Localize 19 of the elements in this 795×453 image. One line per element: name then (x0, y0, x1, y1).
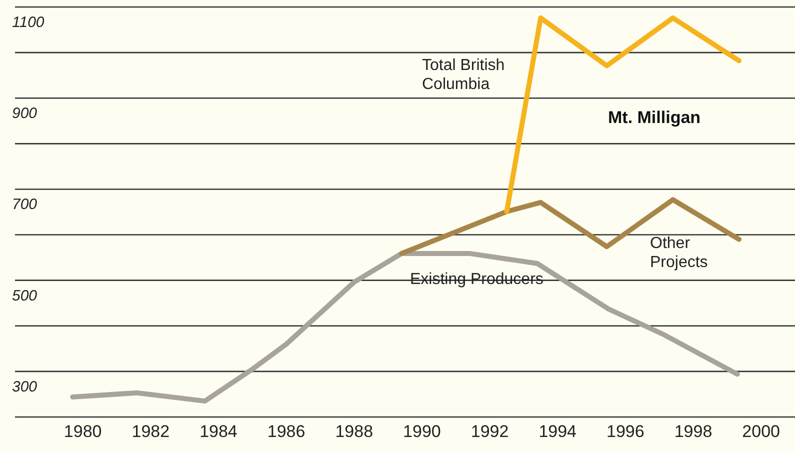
y-tick-label: 500 (12, 287, 38, 304)
x-tick-label: 1990 (403, 422, 441, 442)
y-tick-label: 1100 (12, 14, 45, 31)
x-tick-label: 1996 (606, 422, 644, 442)
x-tick-label: 1980 (64, 422, 102, 442)
x-tick-label: 1992 (470, 422, 509, 442)
x-tick-label: 1998 (674, 422, 712, 442)
annotation: Mt. Milligan (608, 108, 701, 127)
x-tick-label: 2000 (742, 422, 780, 442)
series-label: Total British Columbia (422, 57, 505, 93)
x-tick-label: 1994 (538, 422, 577, 442)
y-tick-label: 300 (12, 378, 38, 396)
x-tick-label: 1984 (200, 422, 238, 442)
x-tick-label: 1982 (132, 422, 170, 442)
series-label: Other Projects (650, 235, 708, 271)
y-tick-label: 900 (12, 105, 38, 122)
y-tick-label: 700 (12, 196, 38, 214)
x-tick-label: 1988 (335, 422, 374, 442)
x-tick-label: 1986 (267, 422, 306, 442)
